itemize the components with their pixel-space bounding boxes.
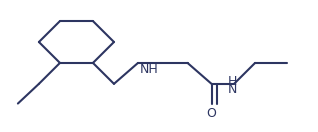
- Text: NH: NH: [140, 63, 159, 76]
- Text: H: H: [228, 75, 237, 88]
- Text: O: O: [207, 107, 217, 120]
- Text: N: N: [228, 84, 237, 96]
